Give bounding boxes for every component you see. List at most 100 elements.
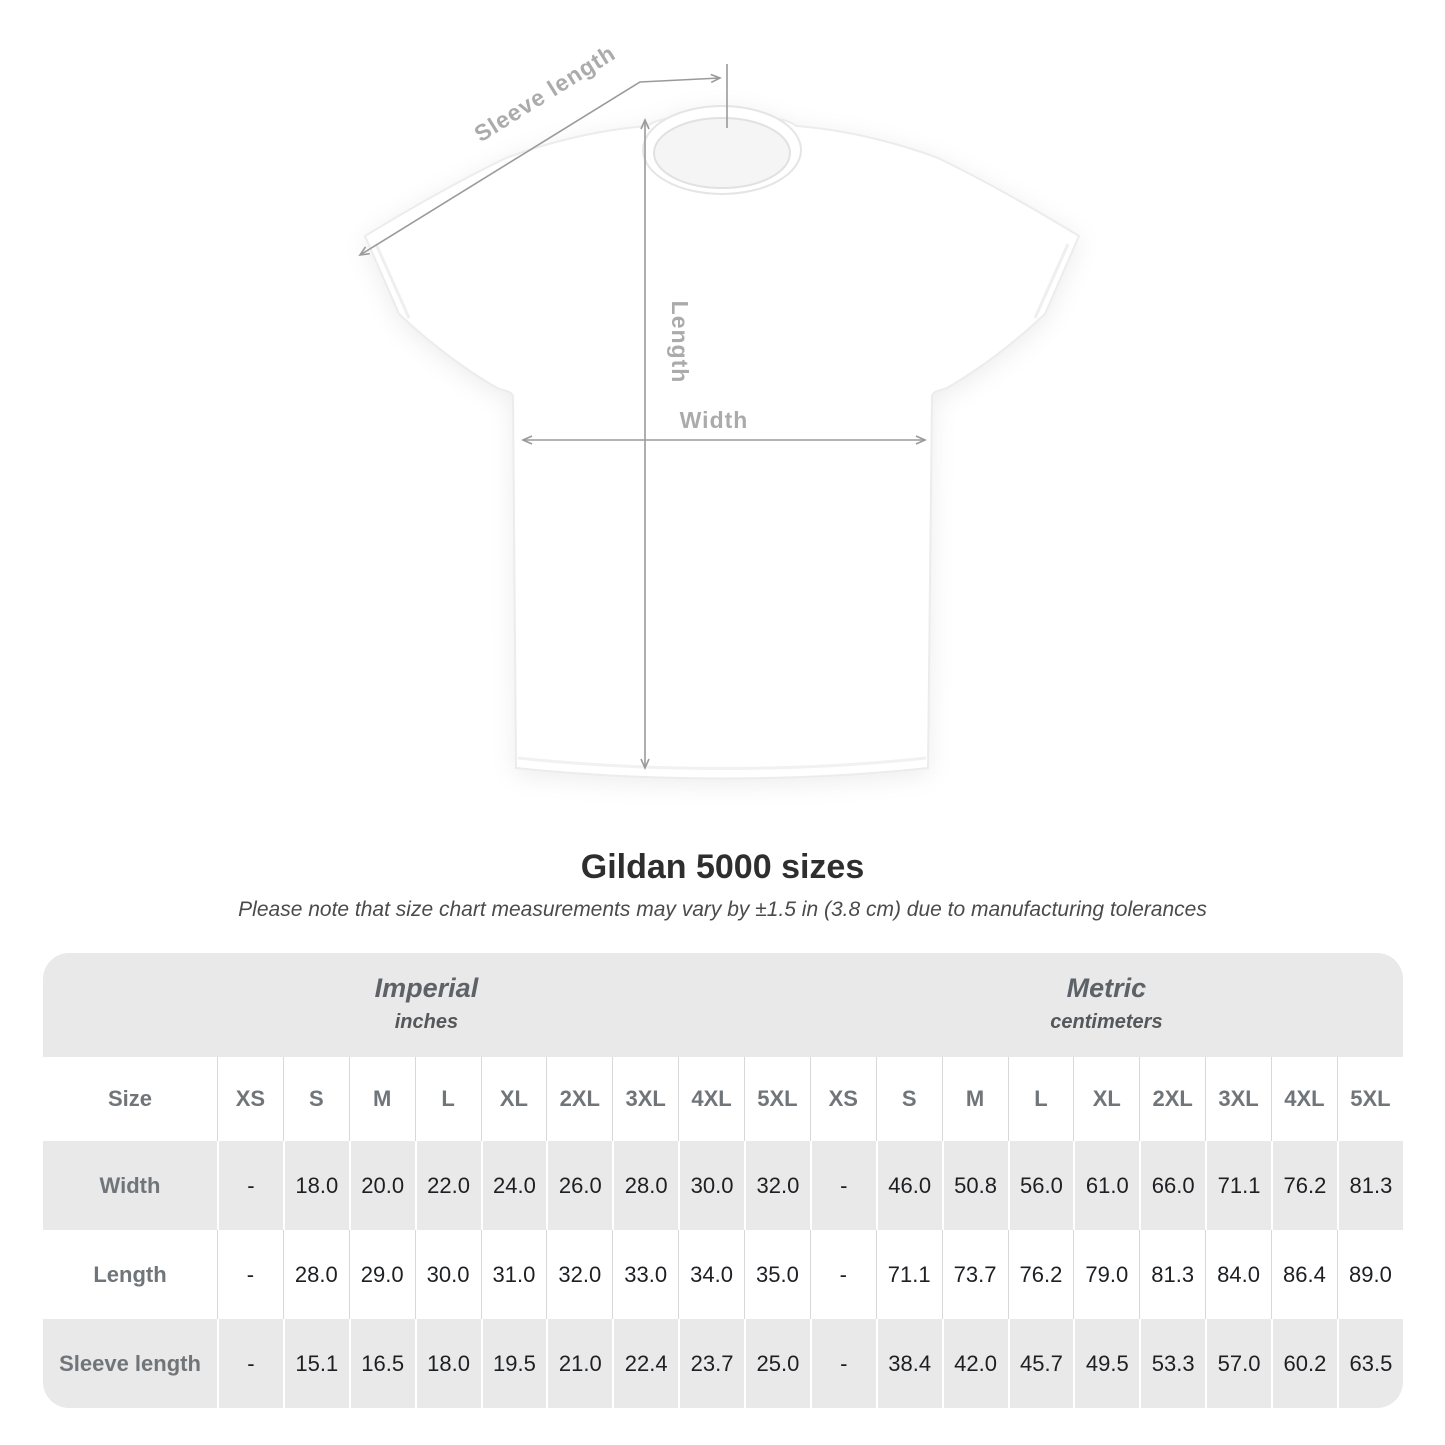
table-cell: 32.0 (744, 1141, 810, 1230)
table-cell: - (217, 1230, 283, 1319)
table-cell: 57.0 (1205, 1319, 1271, 1408)
size-col-header: XL (480, 1057, 547, 1141)
table-cell: 71.1 (1205, 1141, 1271, 1230)
table-cell: 63.5 (1336, 1319, 1403, 1408)
table-cell: 81.3 (1139, 1230, 1205, 1319)
shirt-measurement-diagram: Sleeve length Length Width (358, 39, 1081, 780)
table-cell: 22.4 (612, 1319, 678, 1408)
size-chart-body: Width -18.0 20.0 22.0 24.0 26.0 28.0 30.0 32.0-4… (43, 1141, 1403, 1408)
table-cell: 45.7 (1007, 1319, 1074, 1408)
sleeve-length-label: Sleeve length (469, 39, 620, 147)
size-col-header: M (941, 1057, 1008, 1141)
size-col-header: S (282, 1057, 349, 1141)
table-cell: 33.0 (612, 1230, 678, 1319)
left-sleeve-seam (374, 243, 411, 319)
table-cell: - (217, 1319, 283, 1408)
right-sleeve-seam (1033, 243, 1070, 319)
size-col-header: 4XL (678, 1057, 744, 1141)
sleeve-length-arrow (358, 73, 722, 257)
size-col-header: 3XL (612, 1057, 679, 1141)
size-col-header: XS (809, 1057, 876, 1141)
table-cell: 61.0 (1073, 1141, 1139, 1230)
table-cell: 84.0 (1205, 1230, 1271, 1319)
row-label: Sleeve length (59, 1350, 201, 1376)
table-cell: 28.0 (282, 1230, 349, 1319)
size-chart-table: Imperial inches Metric centimeters Size … (43, 953, 1403, 1408)
table-cell: 28.0 (612, 1141, 678, 1230)
table-cell: 26.0 (546, 1141, 612, 1230)
size-col-header: 4XL (1271, 1057, 1337, 1141)
table-cell: 29.0 (348, 1230, 415, 1319)
size-col-header: 3XL (1205, 1057, 1271, 1141)
table-cell: 30.0 (678, 1141, 744, 1230)
row-label: Length (93, 1261, 167, 1287)
table-cell: 15.1 (282, 1319, 349, 1408)
table-cell: 73.7 (941, 1230, 1008, 1319)
table-cell: 81.3 (1336, 1141, 1403, 1230)
table-cell: - (809, 1141, 876, 1230)
table-cell: 23.7 (678, 1319, 744, 1408)
table-cell: 22.0 (414, 1141, 481, 1230)
size-col-header: M (348, 1057, 415, 1141)
table-cell: 35.0 (744, 1230, 810, 1319)
table-cell: 79.0 (1073, 1230, 1139, 1319)
table-row: Sleeve length -15.1 16.5 18.0 19.5 21.0 22.4 23… (43, 1319, 1403, 1408)
table-cell: - (809, 1230, 876, 1319)
table-cell: - (217, 1141, 283, 1230)
metric-title: Metric (1066, 973, 1147, 1003)
corner-label: Size (43, 1057, 217, 1141)
metric-subtitle: centimeters (1050, 1011, 1163, 1033)
size-col-header: L (414, 1057, 481, 1141)
table-cell: - (809, 1319, 876, 1408)
table-row: Length -28.0 29.0 30.0 31.0 32.0 33.0 34.0 35.0-… (43, 1230, 1403, 1319)
table-cell: 25.0 (744, 1319, 810, 1408)
size-col-header: S (875, 1057, 942, 1141)
table-cell: 31.0 (480, 1230, 547, 1319)
tshirt-silhouette (363, 113, 1081, 780)
table-cell: 49.5 (1073, 1319, 1139, 1408)
size-chart: Imperial inches Metric centimeters Size … (43, 953, 1403, 1408)
table-cell: 24.0 (480, 1141, 547, 1230)
tshirt-illustration (363, 105, 1081, 780)
row-label: Width (99, 1172, 161, 1198)
imperial-header: Imperial inches (43, 953, 810, 1057)
table-cell: 89.0 (1336, 1230, 1403, 1319)
table-cell: 46.0 (875, 1141, 942, 1230)
table-cell: 76.2 (1007, 1230, 1074, 1319)
table-cell: 18.0 (414, 1319, 481, 1408)
table-cell: 19.5 (480, 1319, 547, 1408)
metric-header: Metric centimeters (809, 953, 1403, 1057)
table-cell: 56.0 (1007, 1141, 1074, 1230)
size-col-header: XL (1073, 1057, 1140, 1141)
table-cell: 60.2 (1271, 1319, 1337, 1408)
imperial-title: Imperial (374, 973, 479, 1003)
table-cell: 32.0 (546, 1230, 612, 1319)
size-col-header: 5XL (744, 1057, 810, 1141)
collar-opening (653, 117, 791, 189)
width-label: Width (680, 407, 749, 433)
table-cell: 66.0 (1139, 1141, 1205, 1230)
table-cell: 20.0 (348, 1141, 415, 1230)
table-cell: 18.0 (282, 1141, 349, 1230)
table-row: Width -18.0 20.0 22.0 24.0 26.0 28.0 30.0 32.0-4… (43, 1141, 1403, 1230)
table-cell: 76.2 (1271, 1141, 1337, 1230)
page-subtitle: Please note that size chart measurements… (238, 898, 1207, 921)
table-cell: 30.0 (414, 1230, 481, 1319)
table-cell: 34.0 (678, 1230, 744, 1319)
size-col-header: L (1007, 1057, 1074, 1141)
table-cell: 38.4 (875, 1319, 942, 1408)
table-cell: 53.3 (1139, 1319, 1205, 1408)
hem-seam (517, 756, 927, 770)
imperial-subtitle: inches (394, 1011, 459, 1033)
unit-header-row: Imperial inches Metric centimeters (43, 953, 1403, 1057)
table-cell: 21.0 (546, 1319, 612, 1408)
length-label: Length (667, 301, 693, 384)
size-col-header: 2XL (1139, 1057, 1206, 1141)
size-col-header: 5XL (1336, 1057, 1403, 1141)
table-cell: 50.8 (941, 1141, 1008, 1230)
table-cell: 86.4 (1271, 1230, 1337, 1319)
size-col-header: XS (217, 1057, 283, 1141)
page-title: Gildan 5000 sizes (580, 848, 865, 886)
table-cell: 71.1 (875, 1230, 942, 1319)
